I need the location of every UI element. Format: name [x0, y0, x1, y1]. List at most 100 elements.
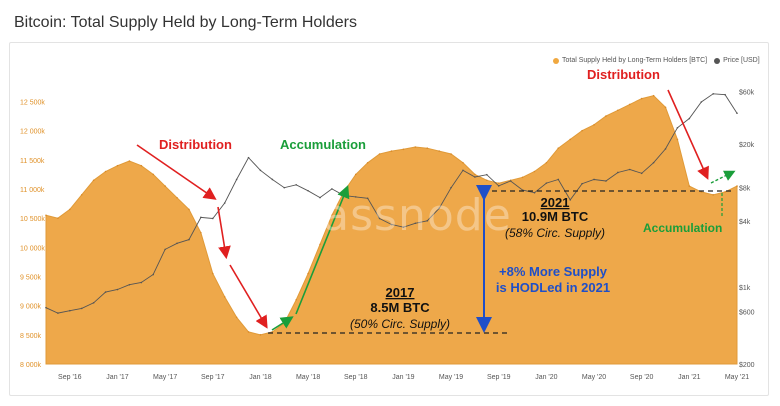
price-point	[176, 242, 178, 245]
supply-point	[247, 331, 250, 333]
price-point	[283, 186, 286, 189]
price-point	[354, 196, 357, 198]
price-point	[509, 180, 512, 182]
supply-point	[80, 194, 83, 196]
supply-point	[521, 176, 524, 179]
supply-point	[354, 173, 357, 176]
supply-point	[688, 185, 691, 187]
x-tick-label: Sep '18	[344, 374, 368, 381]
accumulation-label-1: Accumulation	[280, 137, 366, 152]
y-right-tick-label: $600	[739, 309, 755, 316]
price-point	[271, 178, 274, 181]
supply-point	[426, 147, 429, 149]
supply-point	[438, 150, 440, 152]
price-point	[295, 183, 297, 186]
x-tick-label: Jan '17	[106, 374, 128, 381]
supply-point	[223, 296, 226, 298]
btc-2017-label: 8.5M BTC	[370, 300, 430, 315]
y-left-tick-label: 10 000k	[20, 245, 45, 252]
price-point	[331, 188, 333, 190]
supply-point	[545, 161, 548, 164]
supply-point	[69, 208, 71, 211]
price-point	[700, 101, 703, 103]
supply-point	[211, 272, 214, 275]
supply-point	[331, 214, 333, 217]
price-point	[617, 171, 619, 174]
y-right-tick-label: $60k	[739, 89, 755, 96]
price-point	[450, 186, 452, 189]
price-point	[545, 182, 548, 184]
price-point	[688, 117, 691, 120]
y-left-tick-label: 11 500k	[20, 158, 45, 165]
supply-point	[664, 106, 667, 109]
price-point	[640, 172, 643, 175]
price-point	[664, 148, 667, 150]
price-point	[235, 178, 238, 181]
price-point	[486, 173, 488, 176]
supply-point	[366, 161, 369, 164]
supply-point	[259, 334, 262, 336]
x-tick-label: Sep '16	[58, 374, 82, 381]
supply-point	[92, 179, 95, 182]
price-point	[200, 216, 202, 219]
price-point	[724, 93, 726, 96]
y-left-tick-label: 10 500k	[20, 216, 45, 223]
price-point	[223, 202, 226, 204]
price-point	[438, 207, 440, 210]
price-point	[307, 189, 309, 192]
distribution-label-1: Distribution	[159, 137, 232, 152]
price-point	[152, 273, 155, 276]
x-tick-label: Jan '20	[535, 374, 557, 381]
x-tick-label: May '18	[296, 374, 320, 381]
y-right-tick-label: $1k	[739, 285, 751, 292]
supply-point	[164, 185, 166, 187]
price-point	[366, 197, 369, 200]
price-point	[628, 168, 631, 171]
y-left-tick-label: 12 000k	[20, 129, 45, 136]
distribution-arrow-1c	[229, 264, 268, 329]
supply-point	[533, 170, 536, 173]
distribution-label-2: Distribution	[587, 67, 660, 82]
price-point	[128, 283, 131, 286]
price-point	[652, 161, 655, 164]
supply-point	[295, 299, 297, 301]
supply-point	[474, 173, 476, 176]
price-point	[414, 222, 417, 225]
supply-point	[390, 150, 393, 152]
supply-point	[45, 214, 47, 217]
price-point	[140, 281, 143, 284]
supply-point	[188, 208, 190, 211]
supply-point	[497, 182, 500, 184]
supply-point	[307, 272, 309, 275]
supply-point	[593, 124, 595, 126]
y-left-tick-label: 12 500k	[20, 100, 45, 107]
price-point	[188, 238, 190, 241]
price-point	[69, 309, 71, 312]
price-point	[593, 178, 595, 181]
price-point	[211, 217, 214, 220]
price-point	[533, 191, 536, 194]
supply-point	[200, 231, 202, 234]
supply-point	[450, 153, 452, 155]
chart-frame	[9, 42, 769, 396]
accumulation-arrow-1a	[271, 316, 294, 331]
legend[interactable]: Total Supply Held by Long-Term Holders […	[553, 57, 760, 64]
supply-point	[712, 194, 714, 196]
x-tick-label: Jan '21	[678, 374, 700, 381]
supply-point	[235, 316, 238, 319]
price-point	[605, 180, 607, 182]
supply-point	[640, 97, 643, 100]
supply-point	[605, 115, 607, 117]
circ-2017-label: (50% Circ. Supply)	[350, 317, 450, 331]
price-point	[247, 156, 250, 159]
supply-point	[271, 331, 274, 333]
supply-area	[45, 95, 738, 365]
btc-2021-label: 10.9M BTC	[522, 209, 589, 224]
supply-point	[319, 243, 321, 246]
legend-price-swatch	[714, 57, 721, 64]
supply-point	[128, 160, 131, 162]
price-point	[581, 182, 583, 185]
accumulation-arrow-1b	[295, 185, 350, 315]
accumulation-arrow-2	[710, 170, 736, 184]
supply-point	[486, 179, 488, 182]
